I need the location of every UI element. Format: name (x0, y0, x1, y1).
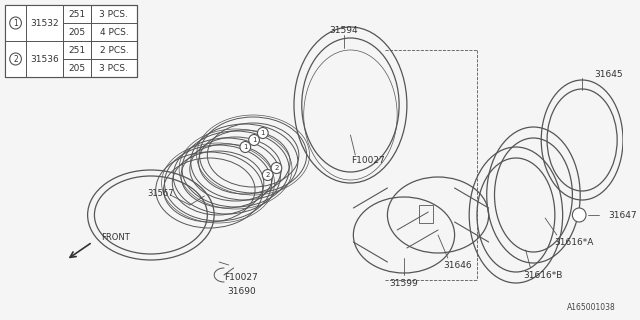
Circle shape (271, 163, 282, 173)
Text: 2: 2 (266, 172, 270, 178)
Bar (5, 5, 63, 41)
Text: 1: 1 (13, 19, 18, 28)
Text: 31532: 31532 (31, 19, 59, 28)
Text: 1: 1 (260, 130, 265, 136)
Text: 2: 2 (275, 165, 278, 171)
Text: 31536: 31536 (31, 54, 59, 63)
Text: 205: 205 (68, 28, 86, 36)
Text: 1: 1 (243, 144, 248, 150)
Text: 3 PCS.: 3 PCS. (99, 10, 129, 19)
Bar (419, 205, 433, 223)
Text: 31647: 31647 (609, 211, 637, 220)
Circle shape (249, 134, 259, 146)
Text: 31594: 31594 (330, 26, 358, 35)
Text: F10027: F10027 (225, 274, 259, 283)
Text: 2: 2 (13, 54, 18, 63)
Text: 31690: 31690 (227, 287, 256, 297)
Circle shape (10, 17, 21, 29)
Circle shape (257, 127, 268, 139)
Text: FRONT: FRONT (101, 233, 130, 242)
Text: 4 PCS.: 4 PCS. (99, 28, 128, 36)
Bar (5, 41, 63, 77)
Text: 3 PCS.: 3 PCS. (99, 63, 129, 73)
Text: 31616*B: 31616*B (524, 270, 563, 279)
Text: 31567: 31567 (147, 188, 174, 197)
Text: 31616*A: 31616*A (555, 237, 594, 246)
Text: 251: 251 (68, 10, 86, 19)
Bar (5, 5, 137, 77)
Bar (5, 5, 137, 77)
Text: 31599: 31599 (390, 278, 419, 287)
Text: 1: 1 (252, 137, 256, 143)
Text: 31646: 31646 (444, 260, 472, 269)
Text: 251: 251 (68, 45, 86, 54)
Text: F10027: F10027 (351, 156, 385, 164)
Text: 2 PCS.: 2 PCS. (99, 45, 128, 54)
Text: A165001038: A165001038 (566, 303, 615, 312)
Circle shape (240, 141, 251, 153)
Circle shape (10, 53, 21, 65)
Text: 31645: 31645 (594, 69, 623, 78)
Ellipse shape (572, 208, 586, 222)
Text: 205: 205 (68, 63, 86, 73)
Circle shape (262, 170, 273, 180)
